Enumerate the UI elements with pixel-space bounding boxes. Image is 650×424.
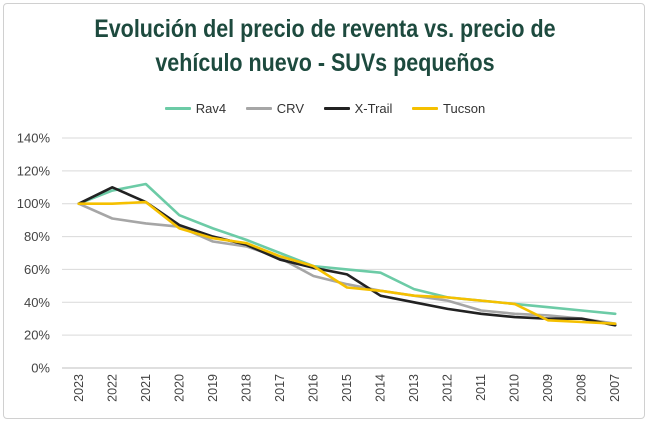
y-tick-label: 60% — [24, 262, 50, 277]
x-tick-label: 2021 — [139, 374, 153, 402]
chart-legend: Rav4 CRV X-Trail Tucson — [0, 98, 650, 116]
y-tick-label: 40% — [24, 295, 50, 310]
legend-item-rav4: Rav4 — [164, 101, 227, 116]
x-tick-label: 2008 — [575, 374, 589, 402]
series-line-tucson — [77, 200, 617, 325]
y-tick-label: 80% — [24, 229, 50, 244]
x-tick-label: 2019 — [206, 374, 220, 402]
x-tick-label: 2022 — [105, 374, 119, 402]
legend-item-tucson: Tucson — [412, 101, 485, 116]
series-line-rav4 — [77, 182, 617, 316]
x-tick-label: 2009 — [541, 374, 555, 402]
chart-frame — [3, 3, 645, 419]
legend-label-rav4: Rav4 — [195, 101, 227, 116]
x-tick-label: 2016 — [306, 374, 320, 402]
series-line-x-trail — [77, 185, 617, 327]
x-tick-label: 2011 — [474, 374, 488, 401]
legend-label-crv: CRV — [276, 101, 304, 116]
legend-label-xtrail: X-Trail — [354, 101, 393, 116]
x-tick-label: 2010 — [508, 374, 522, 402]
chart-title-line2: vehículo nuevo - SUVs pequeños — [155, 49, 495, 77]
legend-swatch-tucson — [412, 107, 439, 110]
x-tick-label: 2013 — [407, 374, 421, 402]
x-tick-label: 2018 — [239, 374, 253, 402]
legend-swatch-xtrail — [323, 107, 350, 110]
y-tick-label: 0% — [31, 361, 50, 376]
y-tick-label: 20% — [24, 328, 50, 343]
legend-swatch-crv — [245, 107, 272, 110]
y-tick-label: 100% — [17, 196, 51, 211]
chart-title-line1: Evolución del precio de reventa vs. prec… — [94, 15, 556, 43]
legend-item-crv: CRV — [245, 101, 304, 116]
x-tick-label: 2020 — [172, 374, 186, 402]
legend-swatch-rav4 — [164, 107, 191, 110]
x-tick-label: 2017 — [273, 374, 287, 402]
x-tick-label: 2014 — [374, 374, 388, 402]
series-line-crv — [77, 202, 617, 325]
legend-item-xtrail: X-Trail — [323, 101, 393, 116]
legend-label-tucson: Tucson — [443, 101, 486, 116]
x-tick-label: 2007 — [608, 374, 622, 402]
y-tick-label: 140% — [17, 131, 51, 146]
x-tick-label: 2023 — [72, 374, 86, 402]
x-tick-label: 2012 — [441, 374, 455, 402]
x-tick-label: 2015 — [340, 374, 354, 402]
chart-title: Evolución del precio de reventa vs. prec… — [46, 12, 605, 80]
y-tick-label: 120% — [17, 163, 51, 178]
